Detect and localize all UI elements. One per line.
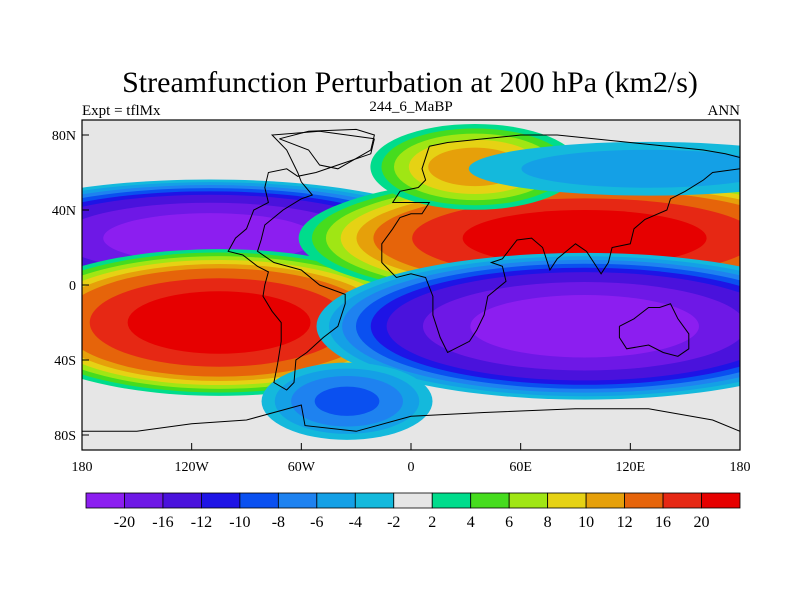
colorbar-swatch — [431, 492, 472, 509]
colorbar-swatch — [354, 492, 395, 509]
colorbar-label: 10 — [578, 514, 594, 531]
colorbar-swatch — [662, 492, 702, 509]
eurasia-africa-outline — [381, 134, 740, 354]
left-string: Expt = tflMx — [82, 103, 161, 119]
anomaly-south-pacific-high — [82, 249, 434, 396]
colorbar-swatch — [508, 492, 549, 509]
contour-south-atlantic-low--8 — [314, 386, 380, 416]
australia-outline — [618, 303, 690, 357]
colorbar-label: -4 — [349, 514, 362, 531]
colorbar: -20 -16 -12 -10 -8 -6 -4 -2 2 4 6 8 10 12 16 20 — [85, 492, 741, 531]
anomaly-north-pacific-arctic-low — [468, 141, 740, 196]
x-tick-label: 60E — [509, 460, 532, 475]
anomaly-indian-ocean-low — [316, 252, 740, 400]
colorbar-label: 16 — [655, 514, 671, 531]
colorbar-label: -20 — [114, 514, 135, 531]
x-tick-label: 0 — [408, 460, 415, 475]
plot-area — [81, 119, 741, 451]
y-tick-label: 80S — [54, 429, 76, 444]
y-axis: 80N 40N 0 40S 80S — [52, 129, 89, 444]
y-tick-label: 80N — [52, 129, 76, 144]
y-tick-label: 40N — [52, 204, 76, 219]
colorbar-label: 2 — [428, 514, 436, 531]
center-string: 244_6_MaBP — [369, 99, 452, 115]
contour-north-pacific-low--20 — [103, 213, 317, 264]
colorbar-label: -2 — [387, 514, 400, 531]
colorbar-label: 8 — [544, 514, 552, 531]
colorbar-label: -12 — [191, 514, 212, 531]
chart-title: Streamfunction Perturbation at 200 hPa (… — [122, 66, 698, 99]
colorbar-swatch — [393, 492, 433, 509]
colorbar-swatch — [124, 492, 164, 509]
right-string: ANN — [708, 103, 741, 119]
colorbar-label: -10 — [229, 514, 250, 531]
greenland-outline — [279, 128, 375, 170]
x-axis: 180 120W 60W 0 60E 120E 180 — [72, 443, 751, 475]
colorbar-label: 12 — [617, 514, 633, 531]
x-tick-label: 180 — [730, 460, 751, 475]
x-tick-label: 60W — [288, 460, 316, 475]
colorbar-swatch — [585, 492, 625, 509]
colorbar-swatch — [547, 492, 587, 509]
colorbar-label: 4 — [467, 514, 475, 531]
contour-asia-high-20 — [462, 209, 707, 267]
contour-field — [82, 123, 740, 440]
antarctica-outline — [82, 404, 740, 432]
colorbar-swatch — [624, 492, 664, 509]
colorbar-swatch — [316, 492, 356, 509]
colorbar-swatch — [277, 492, 318, 509]
x-tick-label: 180 — [72, 460, 93, 475]
colorbar-swatch — [470, 492, 510, 509]
contour-north-pacific-arctic-low--4 — [521, 149, 740, 188]
x-tick-label: 120E — [616, 460, 646, 475]
continent-outlines — [82, 128, 740, 432]
y-tick-label: 0 — [69, 279, 76, 294]
colorbar-label: -8 — [272, 514, 285, 531]
x-tick-label: 120W — [175, 460, 210, 475]
colorbar-label: -16 — [152, 514, 173, 531]
colorbar-swatch — [162, 492, 202, 509]
y-tick-label: 40S — [54, 354, 76, 369]
colorbar-swatch — [701, 492, 741, 509]
colorbar-swatch — [85, 492, 125, 509]
colorbar-label: 6 — [505, 514, 513, 531]
colorbar-label: 20 — [694, 514, 710, 531]
contour-indian-ocean-low--20 — [470, 294, 699, 358]
colorbar-swatch — [201, 492, 241, 509]
colorbar-swatch — [239, 492, 279, 509]
anomaly-south-atlantic-low — [261, 362, 433, 440]
colorbar-label: -6 — [310, 514, 323, 531]
americas-outline — [227, 130, 375, 391]
contour-south-pacific-high-20 — [127, 291, 311, 354]
